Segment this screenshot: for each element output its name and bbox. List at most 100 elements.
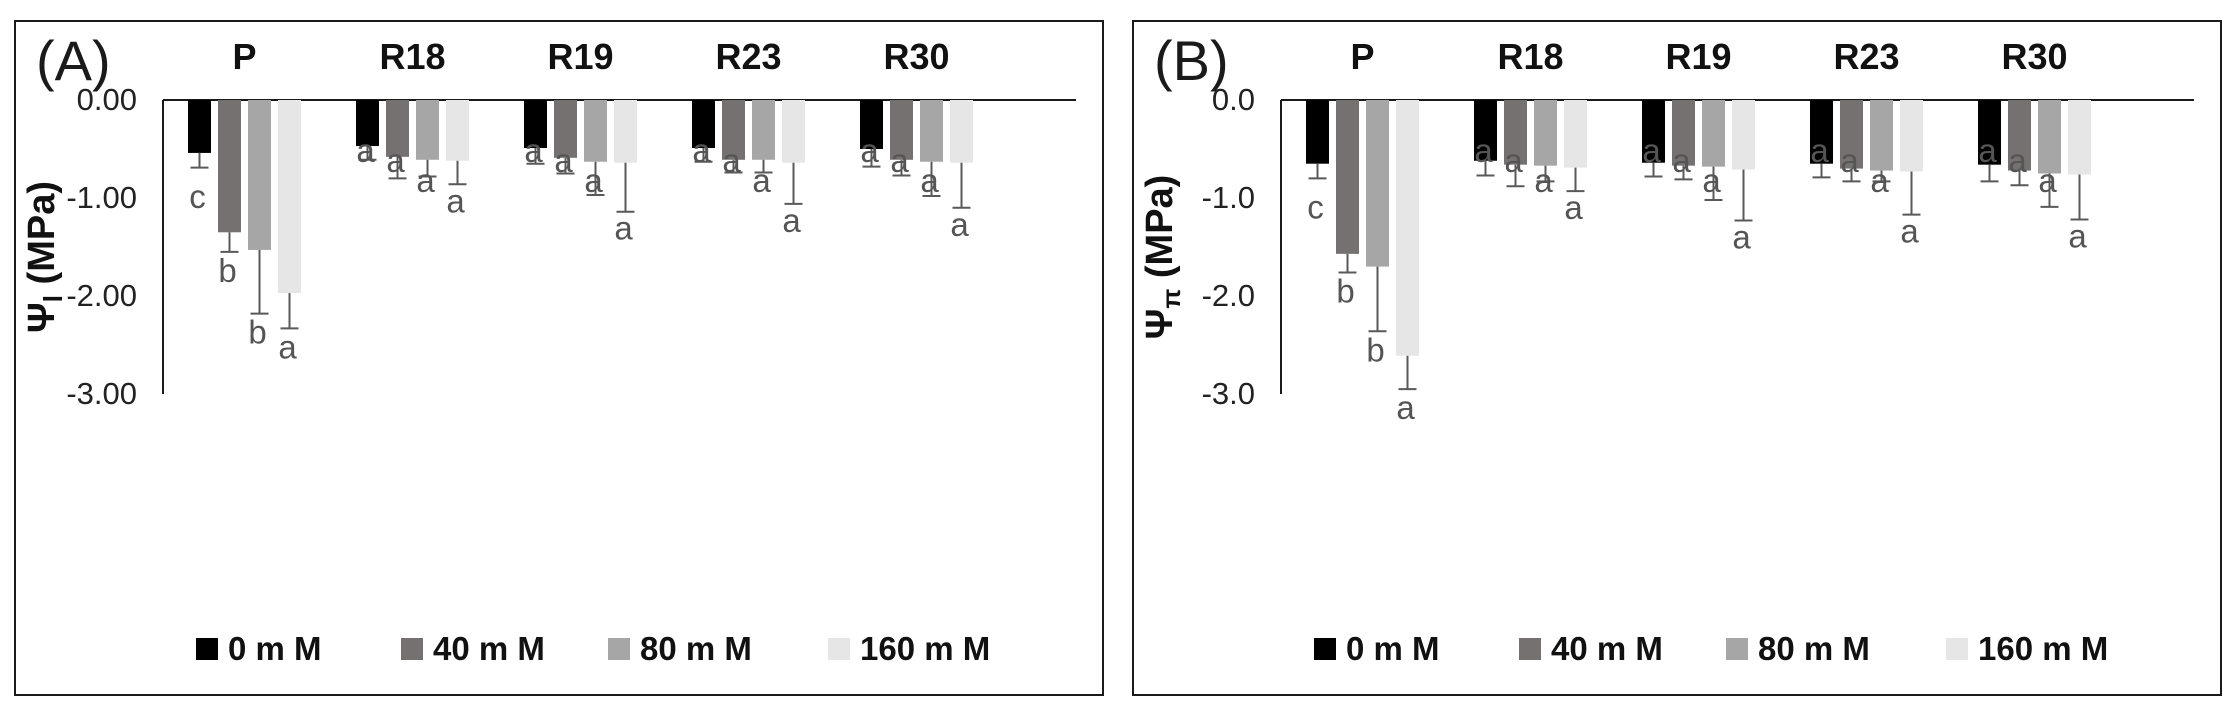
chart-a-group-label-r19: R19	[547, 36, 613, 77]
chart-a-significance-label: a	[920, 162, 939, 199]
chart-a-bar	[278, 100, 301, 294]
chart-b-y-axis-label-unit: (MPa)	[1139, 175, 1181, 289]
chart-b-bar	[1900, 100, 1923, 172]
chart-a-significance-label: a	[524, 132, 543, 169]
chart-b-significance-label: a	[1900, 213, 1919, 250]
chart-b-bar	[1840, 100, 1863, 169]
chart-a-group-label-r18: R18	[379, 36, 445, 77]
chart-b-group-label-r30: R30	[2001, 36, 2067, 77]
chart-a-significance-label: b	[218, 252, 236, 289]
chart-b-significance-label: a	[2038, 162, 2057, 199]
chart-b-legend-label: 40 m M	[1551, 630, 1663, 667]
chart-a-significance-label: a	[782, 202, 801, 239]
chart-b-y-tick-label: -3.0	[1202, 376, 1255, 411]
chart-b-significance-label: a	[1564, 189, 1583, 226]
chart-a-legend-swatch	[401, 638, 423, 660]
chart-a-significance-label: a	[752, 162, 771, 199]
chart-a-significance-label: a	[446, 182, 465, 219]
chart-a-legend-swatch	[828, 638, 850, 660]
chart-a-bar	[614, 100, 637, 163]
chart-b-bar	[1564, 100, 1587, 168]
chart-b-significance-label: a	[1732, 219, 1751, 256]
chart-b-significance-label: a	[1978, 132, 1997, 169]
chart-b-bar	[1336, 100, 1359, 254]
chart-b-bar	[1504, 100, 1527, 165]
chart-a-bar	[554, 100, 577, 158]
chart-a-group-label-r30: R30	[883, 36, 949, 77]
chart-a-group-label-p: P	[232, 36, 256, 77]
chart-a-bar	[386, 100, 409, 157]
chart-a-panel-label: (A)	[36, 29, 111, 92]
chart-a-significance-label: a	[692, 132, 711, 169]
chart-a-bar	[188, 100, 211, 153]
chart-a-legend-swatch	[608, 638, 630, 660]
chart-b-bar	[1534, 100, 1557, 166]
chart-a-significance-label: a	[614, 210, 633, 247]
chart-b-y-axis-label-symbol: Ψ	[1139, 309, 1181, 340]
chart-a-legend-label: 0 m M	[228, 630, 322, 667]
chart-b-y-tick-label: 0.0	[1212, 82, 1255, 117]
chart-a-bar	[920, 100, 943, 162]
chart-b-bar	[1306, 100, 1329, 164]
chart-a-significance-label: a	[356, 132, 375, 169]
chart-b-significance-label: a	[1870, 162, 1889, 199]
chart-b-significance-label: a	[2008, 142, 2027, 179]
chart-a-bar	[524, 100, 547, 149]
chart-b-significance-label: a	[1702, 162, 1721, 199]
chart-b-legend-swatch	[1314, 638, 1336, 660]
chart-b-group-label-p: P	[1350, 36, 1374, 77]
chart-a-y-tick-label: 0.00	[77, 82, 137, 117]
chart-b-bar	[1978, 100, 2001, 165]
chart-a-bar	[692, 100, 715, 149]
chart-a-significance-label: a	[860, 132, 879, 169]
chart-b-y-tick-label: -2.0	[1202, 278, 1255, 313]
chart-a-significance-label: a	[950, 206, 969, 243]
chart-a-legend-label: 80 m M	[640, 630, 752, 667]
chart-a-significance-label: a	[584, 162, 603, 199]
chart-a-bar	[782, 100, 805, 163]
chart-a-bar	[890, 100, 913, 160]
chart-b-legend-swatch	[1946, 638, 1968, 660]
chart-b-bar	[1702, 100, 1725, 167]
chart-b-group-label-r18: R18	[1497, 36, 1563, 77]
chart-b-significance-label: c	[1307, 189, 1324, 226]
chart-b-significance-label: b	[1366, 331, 1384, 368]
chart-a-significance-label: a	[278, 328, 297, 365]
chart-a-group-label-r23: R23	[715, 36, 781, 77]
chart-a-y-axis-label-symbol: Ψ	[21, 302, 63, 333]
chart-b-significance-label: b	[1336, 272, 1354, 309]
chart-b-bar	[1732, 100, 1755, 170]
chart-a-bar	[950, 100, 973, 163]
chart-a-significance-label: c	[189, 178, 206, 215]
chart-a-significance-label: b	[248, 314, 266, 351]
chart-a-legend-swatch	[196, 638, 218, 660]
chart-b-significance-label: a	[1504, 142, 1523, 179]
chart-b-significance-label: a	[1642, 132, 1661, 169]
chart-b-significance-label: a	[1474, 132, 1493, 169]
chart-a-significance-label: a	[554, 142, 573, 179]
chart-b-bar	[2068, 100, 2091, 175]
chart-b-y-axis-label: Ψπ (MPa)	[1139, 175, 1186, 340]
chart-b-bar	[2038, 100, 2061, 174]
chart-a-bar	[218, 100, 241, 233]
chart-a-bar	[356, 100, 379, 147]
chart-b-bar	[1672, 100, 1695, 166]
chart-a-bar	[584, 100, 607, 162]
chart-b-bar	[1642, 100, 1665, 163]
chart-b-bar	[1870, 100, 1893, 171]
chart-a-y-axis-label-subscript: l	[38, 295, 68, 302]
chart-b-y-tick-label: -1.0	[1202, 180, 1255, 215]
chart-b-panel-label: (B)	[1154, 29, 1229, 92]
chart-a-legend-label: 40 m M	[433, 630, 545, 667]
chart-a-significance-label: a	[386, 142, 405, 179]
chart-b-significance-label: a	[1810, 132, 1829, 169]
chart-b-y-axis-label-subscript: π	[1156, 289, 1186, 309]
chart-b-legend-label: 160 m M	[1978, 630, 2108, 667]
chart-a-bar	[860, 100, 883, 149]
chart-b-bar	[2008, 100, 2031, 171]
chart-a-bar	[416, 100, 439, 160]
chart-b-significance-label: a	[1534, 162, 1553, 199]
chart-b-legend-label: 80 m M	[1758, 630, 1870, 667]
chart-a-bar	[446, 100, 469, 161]
